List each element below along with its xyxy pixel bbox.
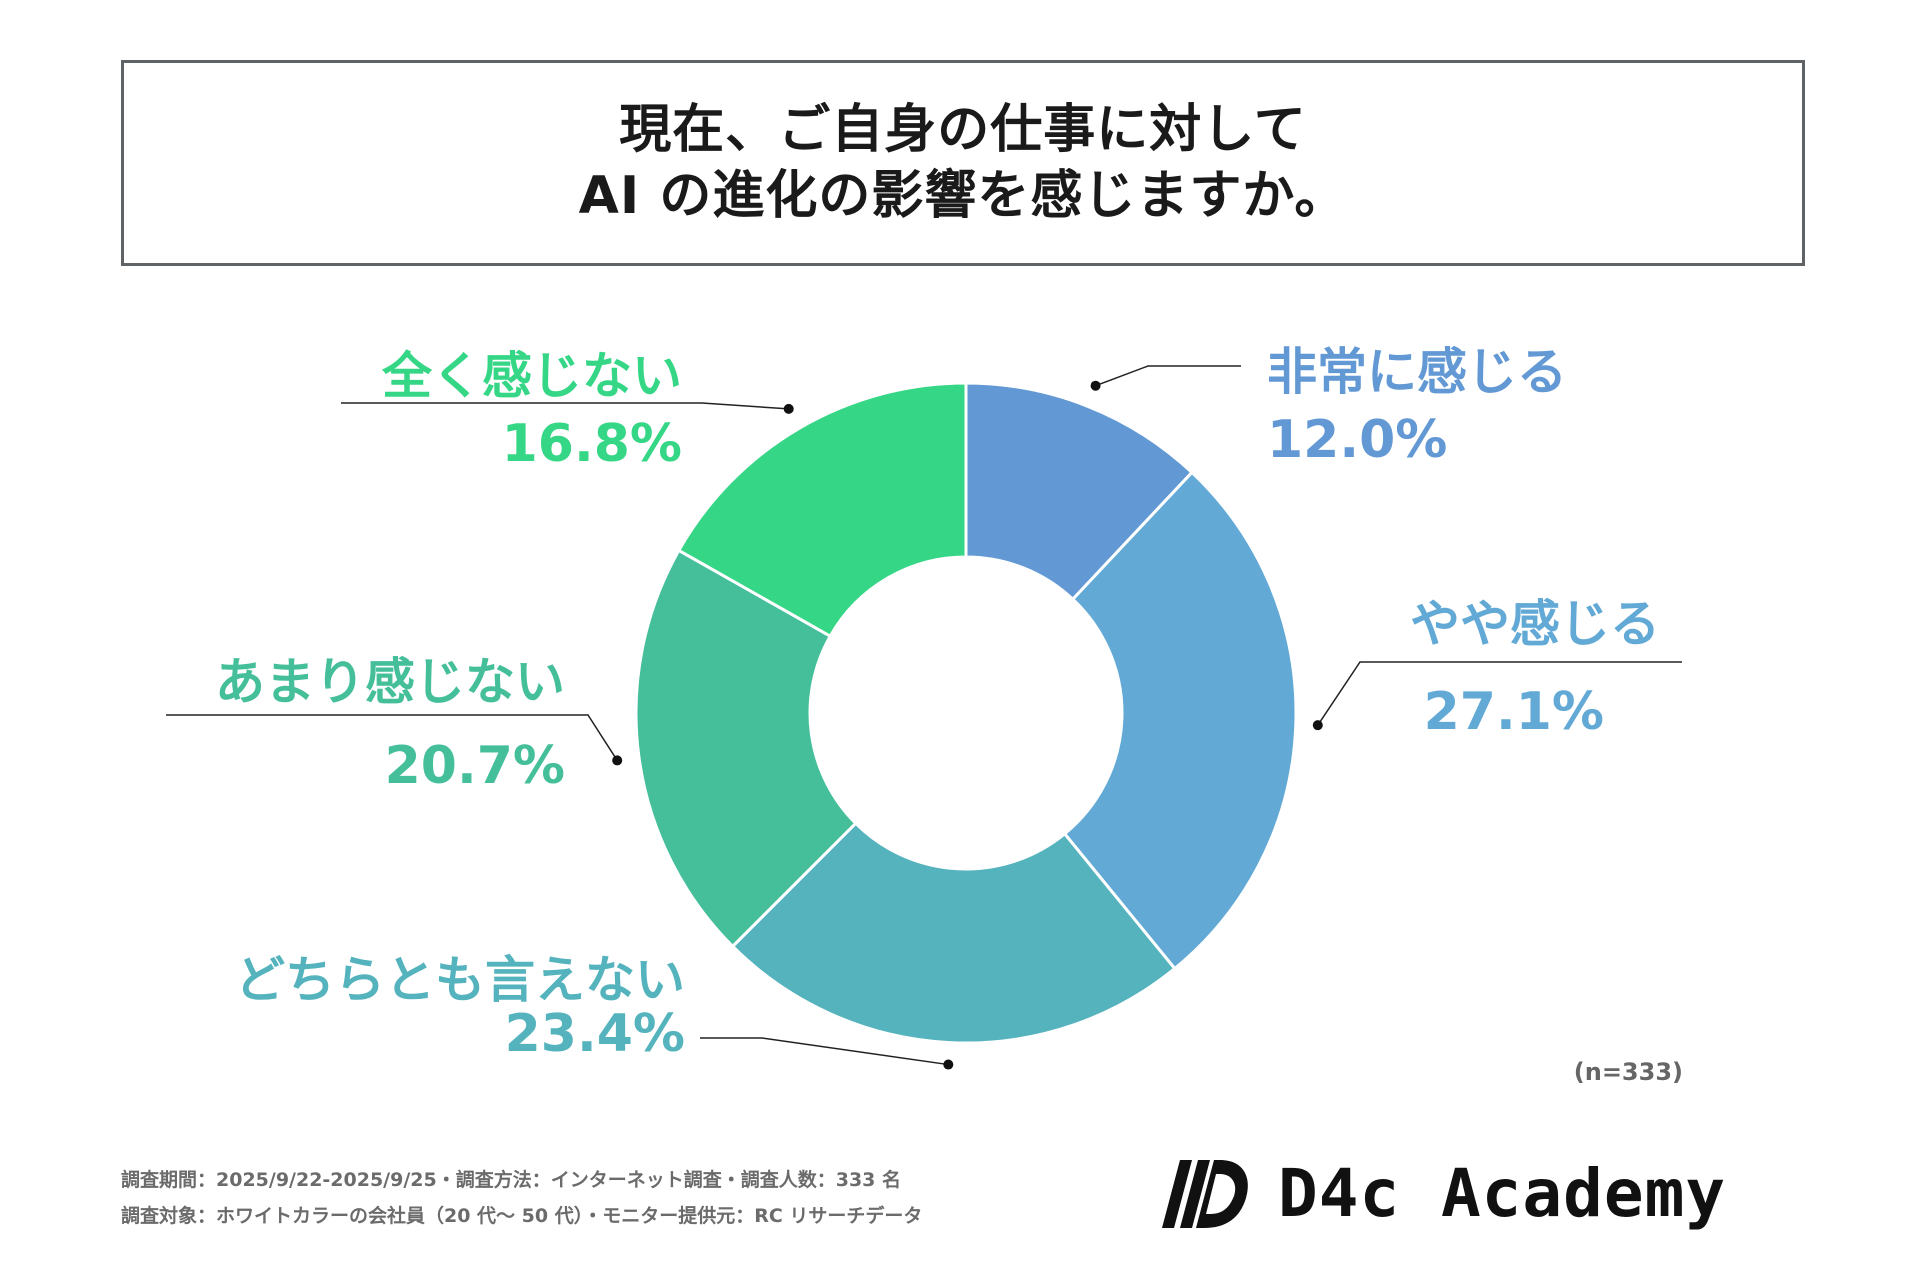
slice-very-much — [964, 381, 1195, 602]
leader-line-neutral — [700, 1037, 949, 1066]
label-value-very-much: 12.0% — [1267, 410, 1448, 470]
label-name-not-much: あまり感じない — [215, 653, 565, 711]
slice-neutral — [730, 821, 1177, 1045]
title-box: 現在、ご自身の仕事に対して AI の進化の影響を感じますか。 — [121, 60, 1805, 266]
label-value-not-much: 20.7% — [384, 736, 565, 796]
title-line-2: AI の進化の影響を感じますか。 — [578, 166, 1348, 226]
sample-size-note: (n=333) — [1573, 1058, 1683, 1086]
leader-dot-not-much — [612, 755, 623, 766]
leader-dot-not-at-all — [783, 403, 794, 414]
slice-not-much — [634, 548, 858, 949]
leader-line-not-at-all — [341, 402, 789, 410]
label-name-very-much: 非常に感じる — [1267, 343, 1567, 401]
leader-line-somewhat — [1317, 661, 1682, 726]
label-name-somewhat: やや感じる — [1410, 595, 1660, 653]
label-name-neutral: どちらとも言えない — [235, 951, 685, 1009]
survey-note-line-1: 調査期間：2025/9/22-2025/9/25・調査方法：インターネット調査・… — [121, 1169, 902, 1191]
leader-dot-very-much — [1090, 380, 1101, 391]
slice-somewhat — [1062, 470, 1298, 971]
leader-dot-neutral — [943, 1059, 954, 1070]
leader-line-not-much — [166, 714, 618, 761]
slice-not-at-all — [676, 381, 968, 639]
label-value-not-at-all: 16.8% — [501, 414, 682, 474]
leader-line-very-much — [1095, 365, 1241, 387]
label-value-neutral: 23.4% — [504, 1004, 685, 1064]
survey-note-line-2: 調査対象：ホワイトカラーの会社員（20 代～ 50 代）・モニター提供元：RC … — [121, 1205, 923, 1227]
d4c-logo-mark-icon — [1162, 1160, 1248, 1228]
label-name-not-at-all: 全く感じない — [382, 347, 682, 405]
logo-text: D4c Academy — [1278, 1154, 1727, 1232]
title-line-1: 現在、ご自身の仕事に対して — [619, 100, 1307, 160]
d4c-academy-logo: D4c Academy — [1158, 1148, 1726, 1238]
leader-dot-somewhat — [1312, 720, 1323, 731]
label-value-somewhat: 27.1% — [1423, 682, 1604, 742]
